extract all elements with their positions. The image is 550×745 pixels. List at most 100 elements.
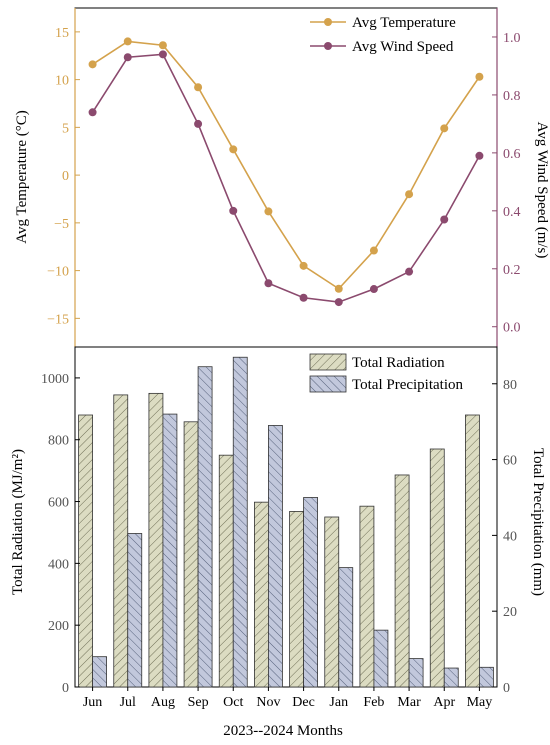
top-left-axis-label: Avg Temperature (°C) [14,110,30,244]
data-point [158,50,167,59]
x-tick-label: Jul [120,695,136,710]
precipitation-bar [197,366,213,688]
top-right-axis-label: Avg Wind Speed (m/s) [534,122,550,259]
precipitation-bar [92,656,107,688]
radiation-bar [289,511,304,688]
data-point [475,151,484,160]
x-tick-label: May [467,695,493,710]
radiation-bar [218,454,234,688]
bottom-left-tick-label: 600 [48,496,69,511]
top-right-tick-label: 0.2 [503,263,521,278]
precipitation-bar [373,629,389,688]
bottom-legend: Total Radiation Total Precipitation [309,353,464,393]
bottom-right-tick-label: 60 [503,454,517,469]
data-point [194,83,203,92]
precipitation-bar [479,666,494,688]
top-left-tick-label: 15 [55,26,69,41]
top-legend: Avg Temperature Avg Wind Speed [310,15,456,55]
data-point [229,206,238,215]
precipitation-bar [268,425,283,688]
top-right-tick-label: 0.0 [503,321,521,336]
bottom-left-tick-label: 400 [48,557,69,572]
top-left-tick-label: 0 [62,169,69,184]
legend-swatch [309,353,347,371]
data-point [440,215,449,224]
radiation-bar [183,421,199,688]
top-right-tick-label: 0.6 [503,147,521,162]
legend-label: Avg Wind Speed [352,39,454,55]
top-left-tick-label: 5 [62,121,69,136]
bottom-right-tick-label: 20 [503,605,517,620]
radiation-bar [359,505,375,688]
top-left-tick-label: 10 [55,74,69,89]
bottom-plot-frame [74,346,498,688]
legend-label: Avg Temperature [352,15,456,31]
x-tick-label: Dec [292,695,315,710]
bottom-left-tick-label: 800 [48,434,69,449]
radiation-bar [429,448,445,688]
data-point [369,246,378,255]
bottom-left-tick-label: 200 [48,619,69,634]
data-point [334,284,343,293]
top-panel: 15 10 5 0 −5 −10 −15 1.0 0.8 0.6 0.4 0.2 0.0 Avg Te… [14,7,550,348]
precipitation-bar [127,533,143,688]
data-point [264,279,273,288]
data-point [123,37,132,46]
x-tick-label: Feb [363,695,384,710]
legend-label: Total Radiation [352,355,445,371]
data-point [440,124,449,133]
top-left-tick-label: −10 [47,265,69,280]
bottom-right-tick-label: 80 [503,378,517,393]
legend-label: Total Precipitation [352,377,464,393]
data-point [299,293,308,302]
data-point [405,190,414,199]
legend-marker [324,18,332,26]
data-point [405,267,414,276]
data-point [88,108,97,117]
x-tick-label: Oct [223,695,243,710]
series-line [91,53,481,303]
x-tick-label: Jun [83,695,102,710]
precipitation-bar [232,356,248,688]
x-tick-label: Jan [329,695,348,710]
bottom-left-tick-label: 0 [62,681,69,696]
series-line [92,40,481,290]
precipitation-bar [303,497,318,688]
legend-marker [324,42,332,50]
precipitation-bar [338,567,354,688]
data-point [475,72,484,81]
bottom-right-tick-label: 0 [503,681,510,696]
precipitation-bar [162,413,178,688]
x-tick-label: Mar [397,695,421,710]
data-point [194,119,203,128]
top-plot-frame [74,7,498,348]
top-left-tick-label: −5 [54,217,69,232]
data-point [123,53,132,62]
radiation-bar [148,392,164,688]
precipitation-bar [443,667,459,688]
x-axis-label: 2023--2024 Months [223,723,343,739]
x-tick-label: Apr [433,695,455,710]
radiation-bar [78,414,93,688]
radiation-bar [324,516,340,688]
data-point [158,41,167,50]
bottom-left-axis-label: Total Radiation (MJ/m²) [10,449,26,595]
data-point [88,60,97,69]
precipitation-bar [408,658,424,688]
data-point [229,145,238,154]
top-right-tick-label: 1.0 [503,31,521,46]
top-left-tick-label: −15 [47,312,69,327]
data-point [264,207,273,216]
radiation-bar [394,474,410,688]
legend-swatch [309,375,347,393]
x-tick-label: Aug [151,695,175,710]
x-tick-label: Sep [188,695,209,710]
bottom-left-tick-label: 1000 [41,372,69,387]
data-point [369,285,378,294]
radiation-bar [465,414,480,688]
top-right-tick-label: 0.8 [503,89,521,104]
top-right-tick-label: 0.4 [503,205,521,220]
bottom-right-axis-label: Total Precipitation (mm) [530,448,546,596]
